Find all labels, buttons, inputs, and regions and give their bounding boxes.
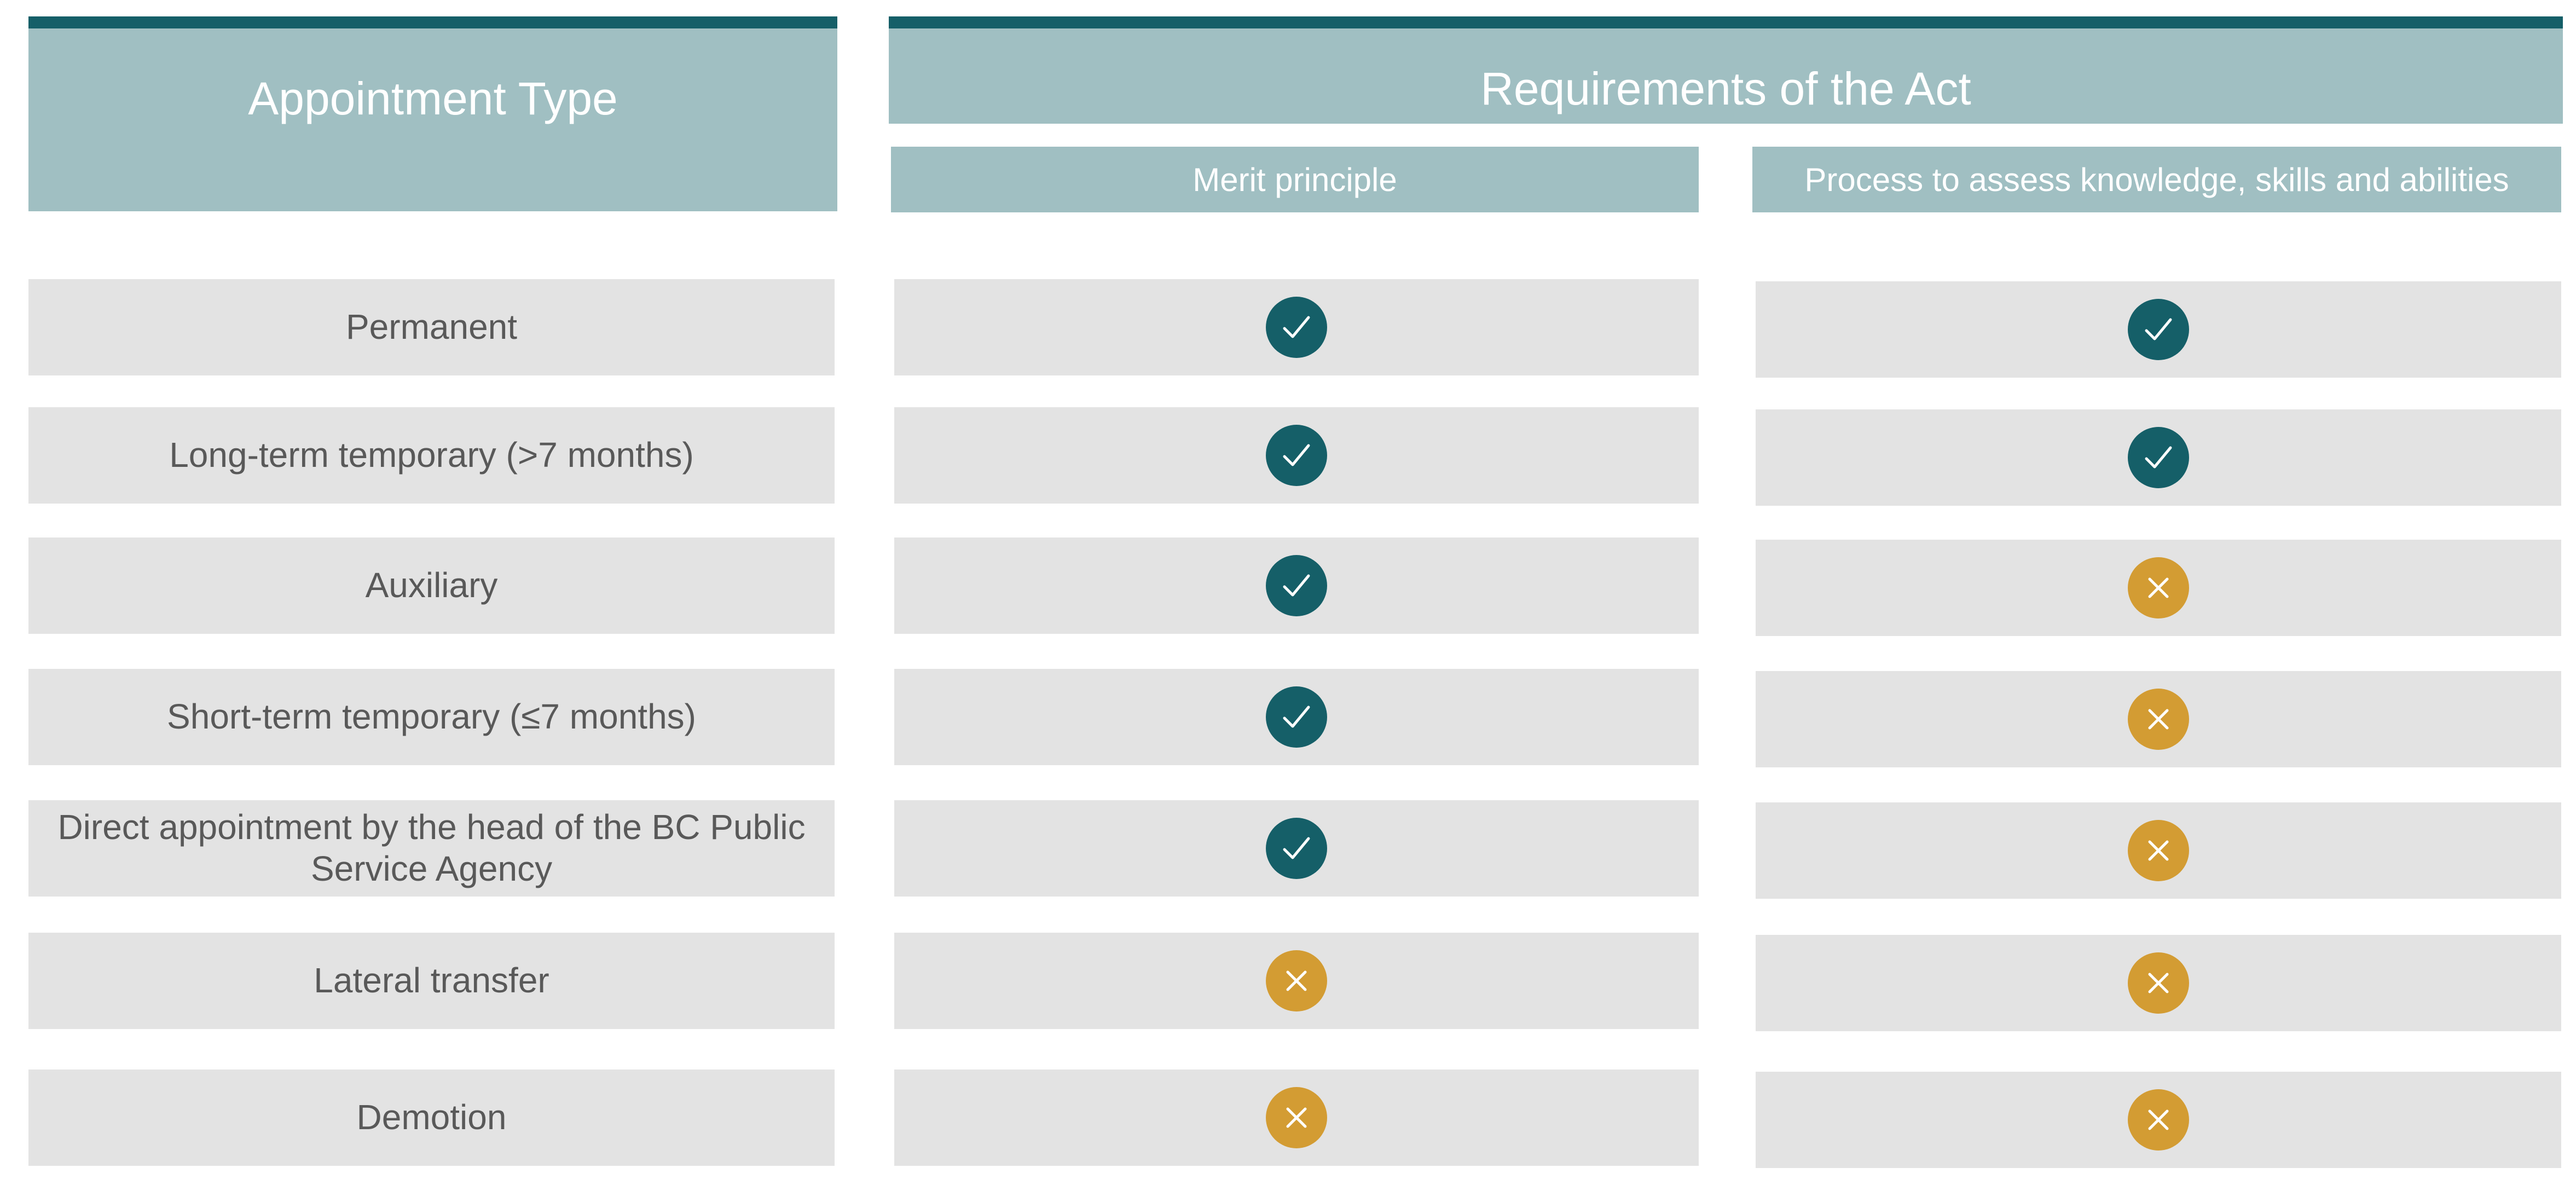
check-circle-icon: [1266, 297, 1327, 358]
appointment-type-cell: Long-term temporary (>7 months): [28, 407, 835, 504]
check-circle-icon: [2128, 427, 2189, 488]
appointment-type-header: Appointment Type: [28, 16, 837, 211]
check-circle-icon: [2128, 299, 2189, 360]
process-assess-cell: [1756, 935, 2561, 1031]
appointment-type-title: Appointment Type: [248, 73, 618, 124]
process-assess-cell: [1756, 281, 2561, 378]
merit-principle-cell: [894, 537, 1699, 634]
x-circle-icon: [2128, 1089, 2189, 1151]
x-circle-icon: [2128, 952, 2189, 1014]
process-assess-cell: [1756, 409, 2561, 506]
x-circle-icon: [2128, 557, 2189, 618]
x-circle-icon: [1266, 1087, 1327, 1148]
check-circle-icon: [1266, 425, 1327, 486]
merit-principle-cell: [894, 407, 1699, 504]
requirements-title: Requirements of the Act: [1480, 63, 1971, 114]
appointment-type-cell: Permanent: [28, 279, 835, 375]
requirements-header: Requirements of the Act: [889, 16, 2563, 124]
merit-principle-cell: [894, 800, 1699, 897]
check-circle-icon: [1266, 555, 1327, 616]
x-circle-icon: [2128, 820, 2189, 881]
appointment-type-cell: Auxiliary: [28, 537, 835, 634]
process-assess-cell: [1756, 802, 2561, 899]
merit-principle-cell: [894, 669, 1699, 765]
merit-principle-cell: [894, 279, 1699, 375]
process-assess-cell: [1756, 540, 2561, 636]
x-circle-icon: [1266, 950, 1327, 1011]
check-circle-icon: [1266, 818, 1327, 879]
process-assess-header: Process to assess knowledge, skills and …: [1752, 147, 2561, 212]
merit-principle-header: Merit principle: [891, 147, 1699, 212]
merit-principle-cell: [894, 933, 1699, 1029]
appointment-type-cell: Lateral transfer: [28, 933, 835, 1029]
process-assess-cell: [1756, 671, 2561, 767]
process-assess-cell: [1756, 1072, 2561, 1168]
appointment-type-cell: Short-term temporary (≤7 months): [28, 669, 835, 765]
merit-principle-cell: [894, 1070, 1699, 1166]
check-circle-icon: [1266, 686, 1327, 748]
appointment-type-cell: Direct appointment by the head of the BC…: [28, 800, 835, 897]
appointment-type-cell: Demotion: [28, 1070, 835, 1166]
x-circle-icon: [2128, 689, 2189, 750]
